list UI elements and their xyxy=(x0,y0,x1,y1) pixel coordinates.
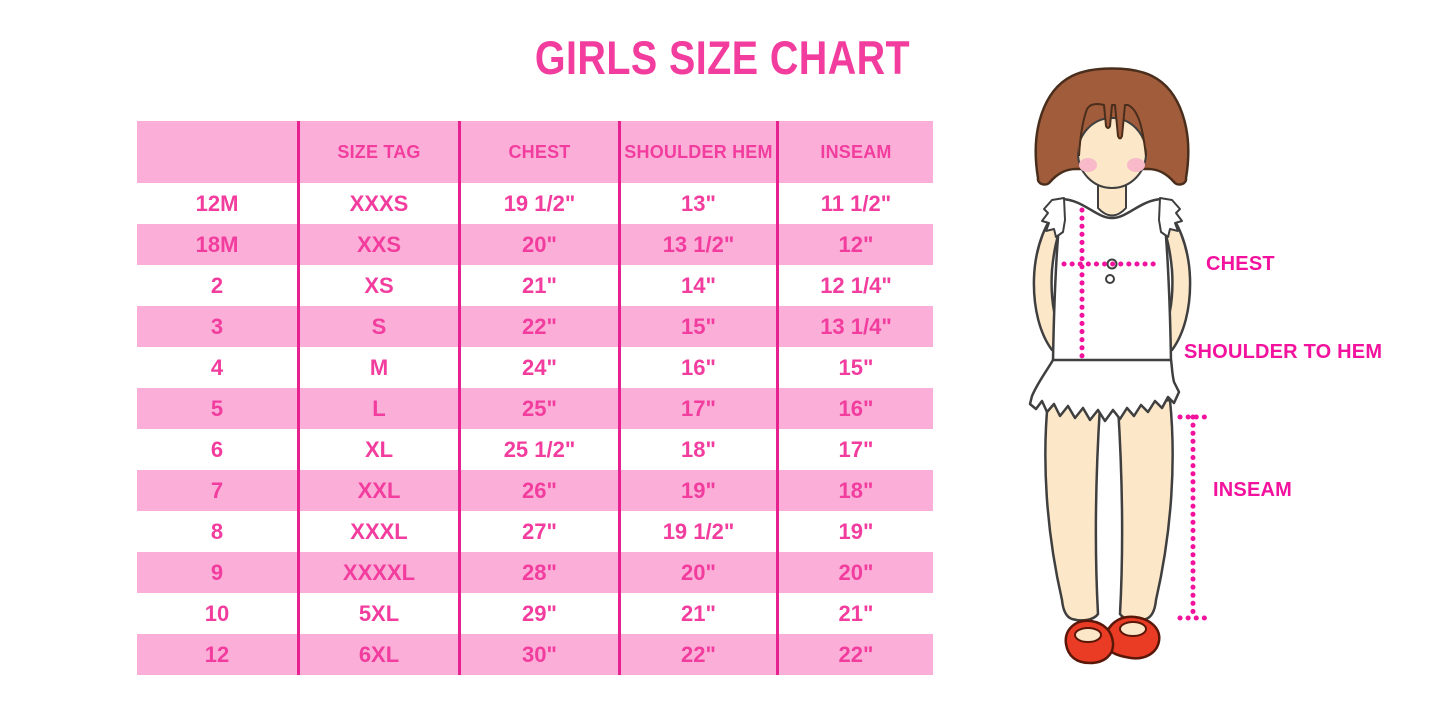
table-cell: 5 xyxy=(210,395,224,421)
table-cell: XS xyxy=(297,265,458,306)
table-cell: 18" xyxy=(776,470,933,511)
shoulder-to-hem-label: SHOULDER TO HEM xyxy=(1184,341,1383,363)
table-cell: 19" xyxy=(618,470,776,511)
table-cell: 25 1/2" xyxy=(458,429,618,470)
table-row: 2 XS 21" 14" 12 1/4" xyxy=(137,265,933,306)
table-cell: S xyxy=(297,306,458,347)
table-cell: 5XL xyxy=(297,593,458,634)
table-cell: 2 xyxy=(210,272,224,298)
table-cell: 22" xyxy=(776,634,933,675)
column-header: INSEAM xyxy=(776,121,933,183)
chest-label: CHEST xyxy=(1206,253,1275,275)
page-title: GIRLS SIZE CHART xyxy=(534,31,911,84)
table-cell: 6 xyxy=(210,436,224,462)
size-table-body: 12M XXXS 19 1/2" 13" 11 1/2" 18M XXS 20" 13 1/2"… xyxy=(137,183,933,675)
table-cell: 26" xyxy=(458,470,618,511)
table-cell: 11 1/2" xyxy=(776,183,933,224)
table-cell: 18" xyxy=(618,429,776,470)
right-shoe-opening xyxy=(1119,621,1147,637)
left-leg xyxy=(1044,398,1102,622)
table-cell: 19 1/2" xyxy=(458,183,618,224)
table-cell: 3 xyxy=(210,313,224,339)
table-cell: 22" xyxy=(618,634,776,675)
column-header: SHOULDER HEM xyxy=(618,121,776,183)
column-header: CHEST xyxy=(458,121,618,183)
table-row: 3 S 22" 15" 13 1/4" xyxy=(137,306,933,347)
table-cell: 9 xyxy=(210,559,224,585)
table-row: 5 L 25" 17" 16" xyxy=(137,388,933,429)
table-row: 6 XL 25 1/2" 18" 17" xyxy=(137,429,933,470)
table-cell: 27" xyxy=(458,511,618,552)
table-cell: 13 1/4" xyxy=(776,306,933,347)
blush-left xyxy=(1079,158,1097,172)
girl-measurement-diagram xyxy=(1000,60,1445,723)
table-cell: 24" xyxy=(458,347,618,388)
table-cell: 12" xyxy=(776,224,933,265)
table-cell: XXS xyxy=(297,224,458,265)
column-header: SIZE TAG xyxy=(297,121,458,183)
table-cell: 12M xyxy=(195,190,239,216)
table-cell: 19" xyxy=(776,511,933,552)
column-header xyxy=(137,121,297,183)
table-cell: 16" xyxy=(776,388,933,429)
size-table-header-row: SIZE TAG CHEST SHOULDER HEM INSEAM xyxy=(137,121,933,183)
inseam-label: INSEAM xyxy=(1213,479,1292,501)
left-shoulder-ruffle xyxy=(1041,197,1066,238)
table-cell: XXL xyxy=(297,470,458,511)
table-cell: 15" xyxy=(618,306,776,347)
table-cell: 30" xyxy=(458,634,618,675)
table-cell: 6XL xyxy=(297,634,458,675)
table-cell: XXXXL xyxy=(297,552,458,593)
table-cell: 10 xyxy=(204,600,230,626)
table-cell: XL xyxy=(297,429,458,470)
size-table: SIZE TAG CHEST SHOULDER HEM INSEAM 12M XXXS 1… xyxy=(137,121,933,675)
girl-figure-illustration xyxy=(1028,67,1210,665)
table-cell: XXXL xyxy=(297,511,458,552)
table-cell: L xyxy=(297,388,458,429)
table-cell: 17" xyxy=(618,388,776,429)
table-cell: 4 xyxy=(210,354,224,380)
table-cell: M xyxy=(297,347,458,388)
table-cell: 18M xyxy=(195,231,239,257)
table-row: 7 XXL 26" 19" 18" xyxy=(137,470,933,511)
table-cell: 28" xyxy=(458,552,618,593)
dress-skirt xyxy=(1028,358,1181,423)
face xyxy=(1077,117,1147,189)
table-cell: 13" xyxy=(618,183,776,224)
hair-bangs-edge xyxy=(1078,103,1147,157)
right-shoulder-ruffle xyxy=(1158,197,1183,238)
table-cell: 25" xyxy=(458,388,618,429)
table-row: 10 5XL 29" 21" 21" xyxy=(137,593,933,634)
table-cell: 21" xyxy=(458,265,618,306)
table-cell: 12 1/4" xyxy=(776,265,933,306)
table-cell: 19 1/2" xyxy=(618,511,776,552)
right-leg xyxy=(1116,398,1174,622)
table-row: 12 6XL 30" 22" 22" xyxy=(137,634,933,675)
table-cell: 29" xyxy=(458,593,618,634)
table-row: 12M XXXS 19 1/2" 13" 11 1/2" xyxy=(137,183,933,224)
table-row: 9 XXXXL 28" 20" 20" xyxy=(137,552,933,593)
table-cell: 8 xyxy=(210,518,224,544)
table-cell: 20" xyxy=(458,224,618,265)
table-row: 8 XXXL 27" 19 1/2" 19" xyxy=(137,511,933,552)
table-cell: 22" xyxy=(458,306,618,347)
table-cell: 15" xyxy=(776,347,933,388)
table-cell: 13 1/2" xyxy=(618,224,776,265)
table-cell: 17" xyxy=(776,429,933,470)
table-cell: 21" xyxy=(776,593,933,634)
table-cell: 14" xyxy=(618,265,776,306)
table-cell: XXXS xyxy=(297,183,458,224)
table-cell: 16" xyxy=(618,347,776,388)
table-row: 18M XXS 20" 13 1/2" 12" xyxy=(137,224,933,265)
top-button-lower xyxy=(1105,274,1115,284)
table-cell: 21" xyxy=(618,593,776,634)
table-cell: 12 xyxy=(204,641,230,667)
left-shoe-opening xyxy=(1074,627,1102,643)
table-row: 4 M 24" 16" 15" xyxy=(137,347,933,388)
blush-right xyxy=(1127,158,1145,172)
table-cell: 20" xyxy=(618,552,776,593)
table-cell: 20" xyxy=(776,552,933,593)
table-cell: 7 xyxy=(210,477,224,503)
